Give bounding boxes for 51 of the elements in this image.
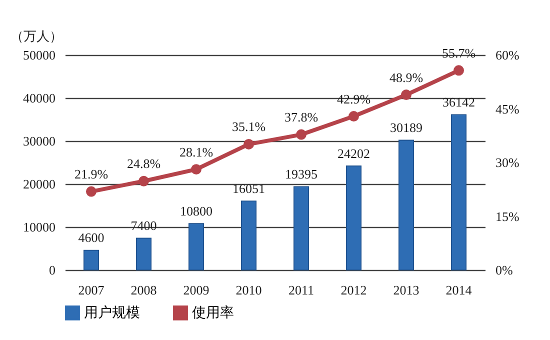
data-label: 10800 xyxy=(180,204,212,219)
y-tick-label: 20000 xyxy=(23,176,56,192)
data-label: 24.8% xyxy=(126,156,161,172)
data-label: 21.9% xyxy=(74,166,108,182)
x-tick-label: 2008 xyxy=(130,282,157,298)
data-label: 24202 xyxy=(338,146,370,161)
x-tick-label: 2013 xyxy=(393,282,420,298)
point xyxy=(454,65,464,76)
y-tick-label: 10000 xyxy=(23,220,56,234)
y-tick-label: 40000 xyxy=(23,90,56,106)
y2-tick-label: 30% xyxy=(496,155,520,170)
data-label: 28.1% xyxy=(179,144,214,160)
x-tick-label: 2007 xyxy=(78,282,105,298)
bar xyxy=(241,200,256,270)
y-tick-label: 0 xyxy=(49,262,56,278)
data-label: 35.1% xyxy=(232,119,266,134)
point xyxy=(401,90,412,100)
x-tick-label: 2010 xyxy=(236,282,262,298)
y-tick-label: 50000 xyxy=(23,48,56,62)
point xyxy=(138,176,149,186)
bar xyxy=(294,186,309,270)
x-tick-label: 2012 xyxy=(340,282,367,298)
data-label: 4600 xyxy=(78,230,104,246)
legend-label: 用户规模 xyxy=(84,304,140,321)
x-tick-label: 2014 xyxy=(446,282,472,298)
data-label: 36142 xyxy=(442,94,475,110)
x-tick-label: 2011 xyxy=(288,282,314,298)
y2-tick-label: 0% xyxy=(496,262,513,278)
point xyxy=(296,129,306,140)
data-label: 30189 xyxy=(390,120,422,136)
y2-tick-label: 60% xyxy=(496,48,520,62)
bar xyxy=(84,250,99,270)
point xyxy=(348,111,359,122)
data-label: 19395 xyxy=(285,166,318,182)
y2-tick-label: 45% xyxy=(496,101,520,116)
y-axis-title: （万人） xyxy=(10,28,62,44)
bar xyxy=(188,223,204,270)
point xyxy=(86,186,96,197)
y-tick-label: 30000 xyxy=(23,134,56,148)
bar xyxy=(451,114,466,270)
bar xyxy=(136,238,152,270)
legend-label: 使用率 xyxy=(192,304,234,321)
data-label: 48.9% xyxy=(389,70,424,85)
bar xyxy=(398,140,414,270)
y2-tick-label: 15% xyxy=(496,208,520,224)
point xyxy=(191,164,202,175)
x-tick-label: 2009 xyxy=(183,282,210,298)
data-label: 16051 xyxy=(232,180,265,196)
bar xyxy=(346,166,362,270)
data-label: 37.8% xyxy=(284,110,318,125)
point xyxy=(244,138,254,150)
